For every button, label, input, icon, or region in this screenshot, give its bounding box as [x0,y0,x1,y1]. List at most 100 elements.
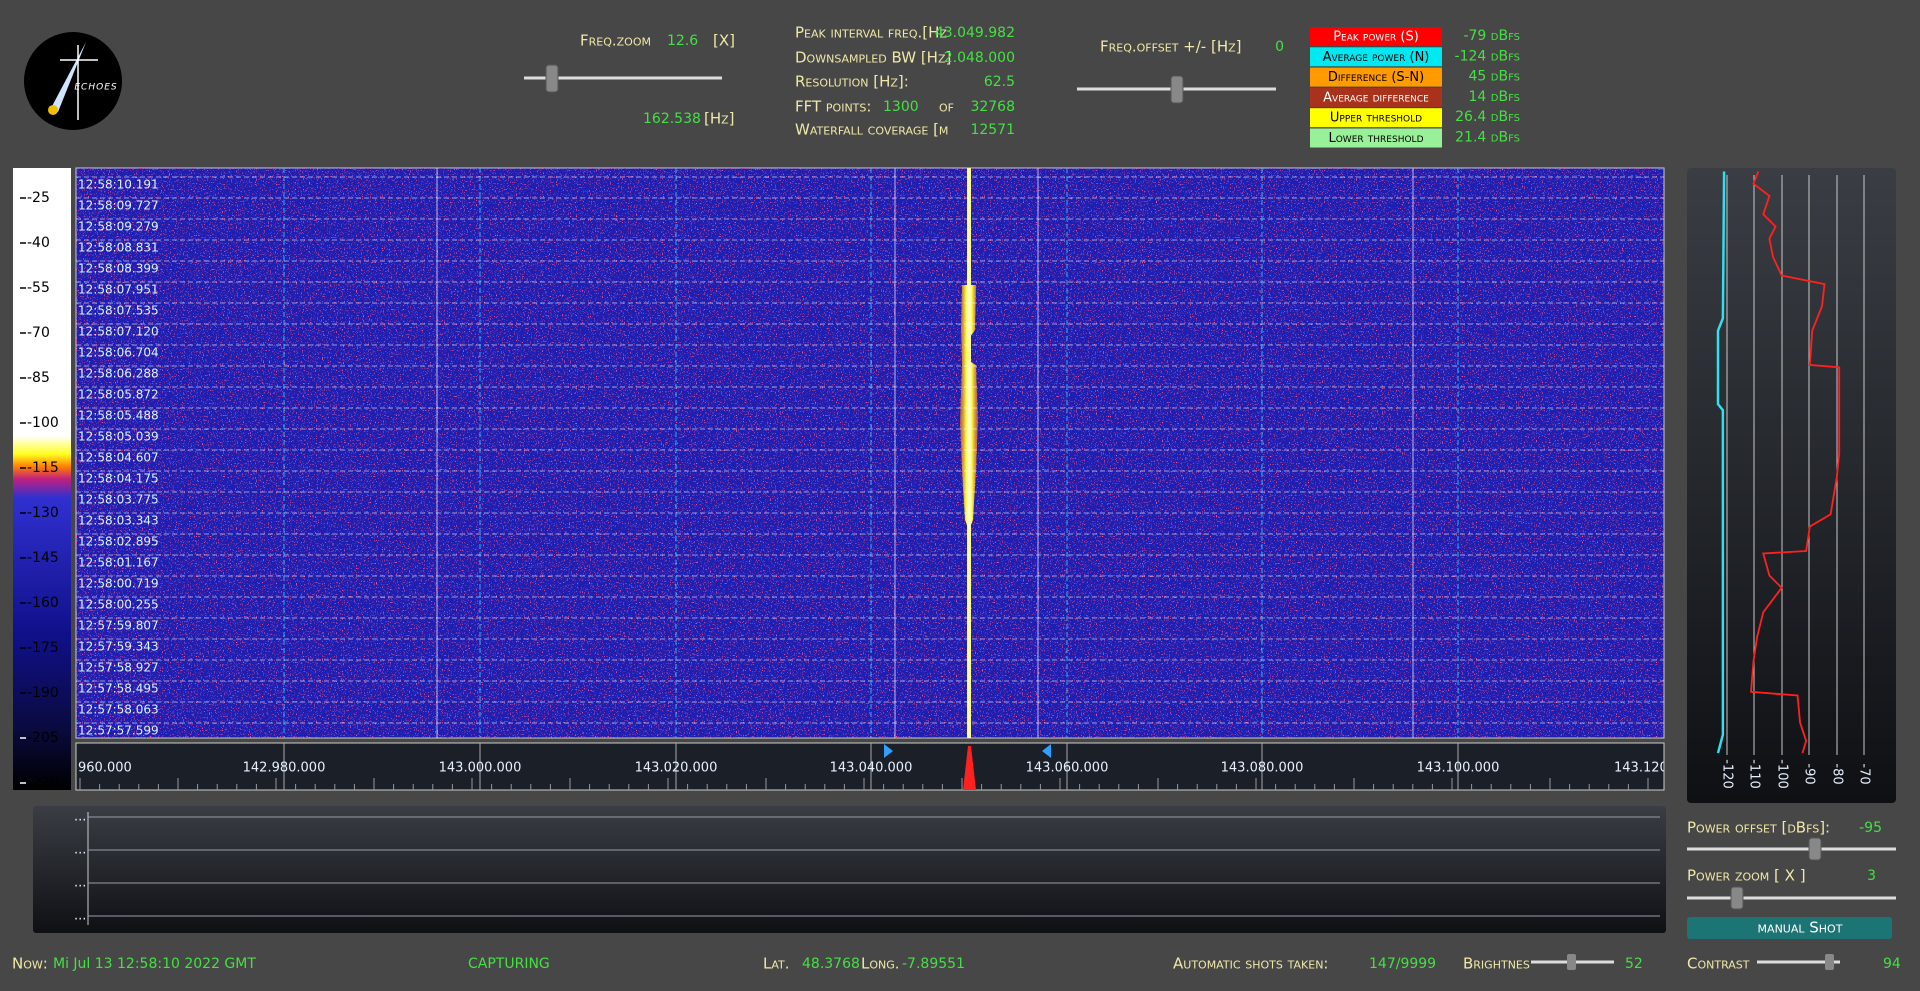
scale-label: -70 [27,325,50,341]
scale-label: -205 [27,730,59,746]
value: 162.538 [643,111,701,127]
slider[interactable] [1531,954,1614,970]
slider[interactable] [524,64,722,93]
timestamp: 12:58:07.535 [78,304,159,318]
freq-label: 143.100.000 [1417,761,1500,776]
timestamp: 12:57:58.927 [78,661,159,675]
value: 62.5 [984,74,1015,90]
freq-axis [75,742,1665,791]
legend-label: Upper threshold [1330,111,1422,126]
value: 52 [1625,956,1643,972]
value: 1300 [883,99,919,115]
legend-swatch [1310,47,1442,67]
label: Power offset [dBfs]: [1687,819,1830,837]
label: Downsampled BW [Hz] [795,49,951,67]
timestamp: 12:58:05.872 [78,388,159,402]
label: of [939,98,954,116]
legend-value: 14 dBfs [1469,89,1521,105]
value: -7.89551 [902,956,965,972]
peak-marker [963,746,976,790]
freq-labels: 960.000 142.980.000 143.000.000 143.020.000… [78,761,1664,776]
value: 3 [1867,868,1876,884]
bottom-label: ... [74,810,86,825]
color-scale [13,168,71,790]
power-label: -90 [1802,763,1817,784]
power-label: -120 [1720,759,1735,789]
value: 147/9999 [1369,956,1436,972]
value: 94 [1883,956,1901,972]
value: 2.048.000 [944,50,1015,66]
legend-label: Average power (N) [1323,50,1430,65]
power-label: -70 [1857,763,1872,784]
legend-value: 21.4 dBfs [1455,130,1520,146]
timestamp: 12:58:07.120 [78,325,159,339]
timestamp: 12:57:58.063 [78,703,159,717]
signal-echo [960,285,978,530]
value: Mi Jul 13 12:58:10 2022 GMT [53,956,256,972]
scale-label: -55 [27,280,50,296]
freq-label: 143.080.000 [1221,761,1304,776]
scale-label: -175 [27,640,59,656]
timestamp: 12:58:08.399 [78,262,159,276]
logo-dot [48,105,58,115]
timestamp: 12:58:04.175 [78,472,159,486]
value: -95 [1859,820,1882,836]
slider[interactable] [1757,954,1840,970]
label: Freq.offset +/- [Hz] [1100,38,1242,56]
slider[interactable] [1687,837,1896,861]
label: Power zoom [ X ] [1687,867,1806,885]
scale-label: -220 [27,775,59,791]
legend-swatch [1310,67,1442,87]
timestamp: 12:58:05.039 [78,430,159,444]
scale-label: -115 [27,460,59,476]
power-label: -100 [1775,759,1790,789]
label: Now: [12,955,48,973]
legend-label: Average difference [1323,90,1429,105]
timestamp: 12:58:00.719 [78,577,159,591]
timestamp: 12:58:03.343 [78,514,159,528]
legend-label: Peak power (S) [1333,30,1419,45]
scale-label: -145 [27,550,59,566]
label: Peak interval freq.[Hz [795,24,947,42]
bottom-label: ... [74,843,86,858]
legend-swatch [1310,128,1442,148]
timestamp: 12:57:59.807 [78,619,159,633]
label: Contrast [1687,955,1750,973]
timestamp: 12:58:10.191 [78,178,159,192]
value: 0 [1275,39,1284,55]
logo [24,32,122,130]
power-label: -110 [1747,759,1762,789]
legend-swatch [1310,87,1442,107]
label: Brightnes [1463,955,1530,973]
range-marker[interactable] [884,744,893,758]
label: Lat. [763,955,790,973]
waterfall-noise [76,168,1664,738]
legend-value: -124 dBfs [1455,48,1520,64]
value: 48.3768 [802,956,860,972]
legend-value: 45 dBfs [1469,69,1521,85]
power-panel [1687,168,1896,803]
label: FFT points: [795,98,871,116]
timestamp: 12:58:01.167 [78,556,159,570]
power-label: -80 [1830,763,1845,784]
scale-label: -160 [27,595,59,611]
legend-label: Difference (S-N) [1328,70,1424,85]
legend-value: -79 dBfs [1463,28,1520,44]
manual-shot-button[interactable] [1687,917,1892,939]
slider[interactable] [1077,75,1276,104]
bottom-panel [33,806,1666,933]
timestamp: 12:58:03.775 [78,493,159,507]
slider[interactable] [1687,886,1896,910]
power-traces [1716,171,1841,754]
range-marker[interactable] [1042,744,1051,758]
legend-swatch [1310,27,1442,46]
logo-text: ECHOES [74,83,117,93]
timestamp: 12:58:00.255 [78,598,159,612]
label: Long. [861,955,900,973]
label: [X] [713,32,735,50]
legend-swatch [1310,108,1442,128]
scale-label: -130 [27,505,59,521]
timestamp: 12:58:09.727 [78,199,159,213]
timestamp: 12:57:58.495 [78,682,159,696]
